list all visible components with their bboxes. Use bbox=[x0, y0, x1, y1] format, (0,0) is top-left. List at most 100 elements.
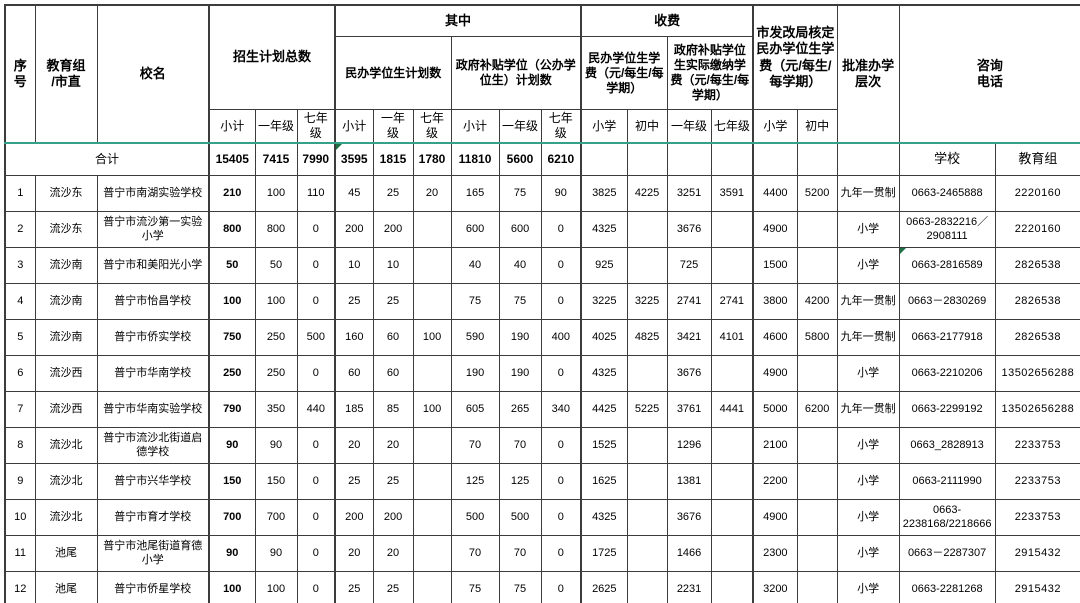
cell-school-name: 普宁市流沙第一实验小学 bbox=[96, 211, 210, 248]
cell-value: 0 bbox=[540, 535, 582, 572]
cell-approved-level: 小学 bbox=[836, 499, 900, 536]
cell-school-phone: 0663_2828913 bbox=[898, 427, 996, 464]
cell-value: 190 bbox=[450, 355, 500, 392]
cell-value: 70 bbox=[450, 427, 500, 464]
cell-value: 100 bbox=[412, 319, 452, 356]
header-ndrc-approved-fee: 市发改局核定民办学位生学费（元/每生/每学期） bbox=[752, 4, 838, 110]
cell-value: 3200 bbox=[752, 571, 798, 603]
cell-value: 1525 bbox=[580, 427, 628, 464]
cell-value: 500 bbox=[450, 499, 500, 536]
cell-value: 90 bbox=[208, 535, 256, 572]
table-body: 合计 15405 7415 7990 3595 1815 1780 11810 … bbox=[4, 142, 1080, 603]
cell-value: 3676 bbox=[666, 355, 712, 392]
cell-value: 70 bbox=[450, 535, 500, 572]
subheader-primary: 小学 bbox=[752, 109, 798, 144]
cell-value: 200 bbox=[372, 211, 414, 248]
cell-school-phone: 0663-2299192 bbox=[898, 391, 996, 428]
cell-value: 110 bbox=[296, 175, 336, 212]
cell-value bbox=[710, 427, 754, 464]
cell-approved-level: 小学 bbox=[836, 463, 900, 500]
header-among: 其中 bbox=[334, 4, 582, 37]
cell-value: 190 bbox=[498, 355, 542, 392]
cell-row-number: 9 bbox=[4, 463, 36, 500]
cell-value: 60 bbox=[372, 355, 414, 392]
cell-value: 60 bbox=[372, 319, 414, 356]
cell-value: 4101 bbox=[710, 319, 754, 356]
total-row: 合计 15405 7415 7990 3595 1815 1780 11810 … bbox=[4, 142, 1080, 176]
header-gov-subsidy-plan: 政府补贴学位（公办学位生）计划数 bbox=[450, 36, 582, 110]
subheader-grade1: 一年级 bbox=[254, 109, 298, 144]
cell-value: 3825 bbox=[580, 175, 628, 212]
cell-value: 790 bbox=[208, 391, 256, 428]
header-no: 序号 bbox=[4, 4, 36, 144]
cell-value bbox=[796, 355, 838, 392]
cell-edugroup-phone: 2915432 bbox=[994, 571, 1080, 603]
cell-value bbox=[412, 247, 452, 284]
cell-value: 250 bbox=[208, 355, 256, 392]
cell-value: 0 bbox=[540, 211, 582, 248]
cell-value: 4441 bbox=[710, 391, 754, 428]
subheader-grade7: 七年级 bbox=[710, 109, 754, 144]
cell-value: 90 bbox=[208, 427, 256, 464]
cell-value: 200 bbox=[372, 499, 414, 536]
cell-value bbox=[412, 535, 452, 572]
cell-value bbox=[710, 499, 754, 536]
cell-edugroup-phone: 13502656288 bbox=[994, 355, 1080, 392]
cell-value: 25 bbox=[334, 463, 374, 500]
cell-value: 100 bbox=[254, 283, 298, 320]
cell-edu-group: 流沙西 bbox=[34, 391, 98, 428]
cell-edu-group: 流沙东 bbox=[34, 211, 98, 248]
cell-value: 1381 bbox=[666, 463, 712, 500]
cell-value bbox=[626, 463, 668, 500]
cell-value: 0 bbox=[296, 247, 336, 284]
cell-school-name: 普宁市南湖实验学校 bbox=[96, 175, 210, 212]
cell-value: 70 bbox=[498, 427, 542, 464]
cell-value: 165 bbox=[450, 175, 500, 212]
cell-value: 190 bbox=[498, 319, 542, 356]
cell-value bbox=[796, 535, 838, 572]
table-row: 8 流沙北 普宁市流沙北街道启德学校 90 90 0 20 20 70 70 0 1525 1296 21… bbox=[4, 427, 1080, 464]
cell-value: 0 bbox=[540, 499, 582, 536]
cell-value bbox=[796, 211, 838, 248]
cell-value bbox=[710, 355, 754, 392]
cell-row-number: 5 bbox=[4, 319, 36, 356]
cell-approved-level: 九年一贯制 bbox=[836, 283, 900, 320]
cell-value: 2100 bbox=[752, 427, 798, 464]
cell-value: 6200 bbox=[796, 391, 838, 428]
cell-edu-group: 流沙北 bbox=[34, 427, 98, 464]
cell-value: 0 bbox=[296, 535, 336, 572]
cell-value: 25 bbox=[372, 463, 414, 500]
total-cell: 1815 bbox=[372, 142, 414, 176]
total-cell: 6210 bbox=[540, 142, 582, 176]
cell-school-phone: 0663-2111990 bbox=[898, 463, 996, 500]
header-plan-total: 招生计划总数 bbox=[207, 4, 336, 110]
cell-value: 3676 bbox=[666, 499, 712, 536]
cell-value bbox=[412, 355, 452, 392]
cell-value: 250 bbox=[254, 355, 298, 392]
subheader-grade7: 七年级 bbox=[296, 109, 336, 144]
cell-school-name: 普宁市华南学校 bbox=[96, 355, 210, 392]
cell-edu-group: 流沙北 bbox=[34, 499, 98, 536]
table-row: 3 流沙南 普宁市和美阳光小学 50 50 0 10 10 40 40 0 925 725 1500 小学 0… bbox=[4, 247, 1080, 284]
total-empty-cell bbox=[796, 142, 838, 176]
phone-school-label: 学校 bbox=[898, 142, 996, 176]
cell-value: 4225 bbox=[626, 175, 668, 212]
cell-value: 100 bbox=[208, 571, 256, 603]
cell-row-number: 10 bbox=[4, 499, 36, 536]
total-empty-cell bbox=[580, 142, 628, 176]
cell-edugroup-phone: 2915432 bbox=[994, 535, 1080, 572]
phone-edugroup-label: 教育组 bbox=[994, 142, 1080, 176]
table-row: 7 流沙西 普宁市华南实验学校 790 350 440 185 85 100 605 265 340 4… bbox=[4, 391, 1080, 428]
total-cell: 7415 bbox=[254, 142, 298, 176]
cell-value: 10 bbox=[334, 247, 374, 284]
cell-value bbox=[412, 499, 452, 536]
cell-value bbox=[412, 211, 452, 248]
cell-value bbox=[626, 499, 668, 536]
cell-school-name: 普宁市池尾街道育德小学 bbox=[96, 535, 210, 572]
cell-edu-group: 池尾 bbox=[34, 535, 98, 572]
cell-value: 5800 bbox=[796, 319, 838, 356]
cell-value: 45 bbox=[334, 175, 374, 212]
subheader-junior: 初中 bbox=[626, 109, 668, 144]
cell-value: 75 bbox=[498, 571, 542, 603]
cell-value: 4400 bbox=[752, 175, 798, 212]
